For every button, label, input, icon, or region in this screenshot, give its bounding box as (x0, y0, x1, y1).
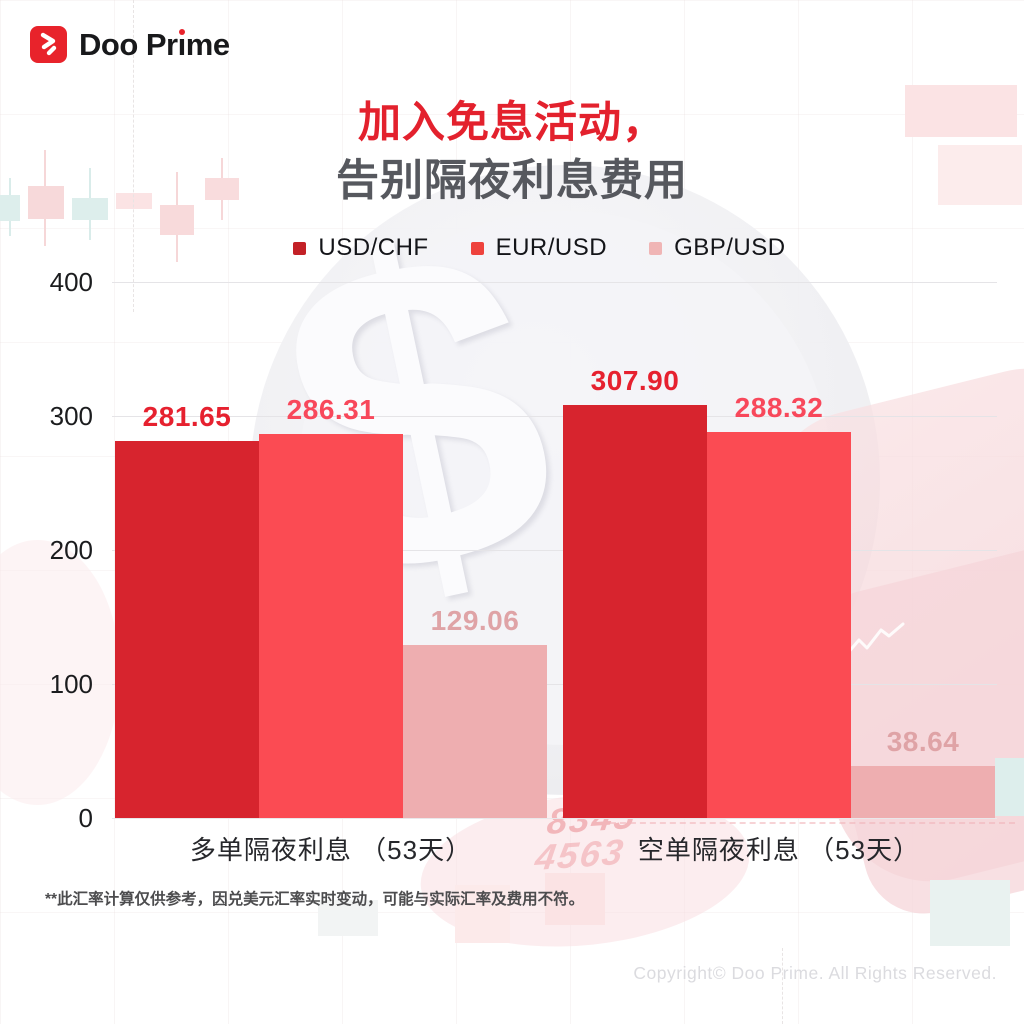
y-axis-tick: 400 (49, 267, 93, 297)
bar-value-label: 129.06 (430, 605, 520, 637)
legend-swatch-icon (470, 241, 484, 255)
y-axis-tick: 300 (49, 401, 93, 431)
bar-value-label: 281.65 (142, 400, 232, 432)
legend-item-gbpusd: GBP/USD (649, 234, 786, 262)
legend-label: USD/CHF (318, 234, 429, 261)
copyright-text: Copyright© Doo Prime. All Rights Reserve… (633, 963, 997, 983)
doo-prime-wordmark: Doo Prı me (79, 27, 230, 63)
x-axis-line (112, 818, 997, 819)
bar-gbp-usd: 129.06 (403, 605, 547, 818)
wordmark-i: ı (177, 26, 187, 63)
x-axis-label-short: 空单隔夜利息 （53天） (637, 835, 921, 865)
poster-title-line1: 加入免息活动， (358, 99, 666, 147)
doo-prime-logo: Doo Prı me (30, 26, 230, 63)
disclaimer-footnote: **此汇率计算仅供参考，因兑美元汇率实时变动，可能与实际汇率及费用不符。 (45, 891, 585, 908)
legend-item-eurusd: EUR/USD (470, 234, 608, 262)
legend-label: GBP/USD (674, 234, 786, 261)
chart-legend: USD/CHF EUR/USD GBP/USD (0, 234, 1024, 262)
y-axis-tick: 0 (78, 803, 93, 833)
bar-eur-usd: 286.31 (259, 394, 403, 818)
legend-item-usdchf: USD/CHF (293, 234, 428, 262)
wordmark-part: Doo Pr (79, 26, 178, 62)
wordmark-part: ı (177, 26, 187, 62)
bar-group-short-position: 307.90 288.32 38.64 (563, 282, 995, 818)
bar-value-label: 288.32 (734, 391, 824, 423)
bar-usd-chf: 307.90 (563, 365, 707, 818)
bar-gbp-usd: 38.64 (851, 726, 995, 818)
bar-eur-usd: 288.32 (707, 392, 851, 818)
legend-label: EUR/USD (495, 234, 608, 261)
legend-swatch-icon (649, 241, 663, 255)
bar-value-label: 38.64 (886, 726, 960, 758)
bar-value-label: 286.31 (286, 394, 376, 426)
x-axis-label-long: 多单隔夜利息 （53天） (189, 835, 473, 865)
legend-swatch-icon (293, 241, 307, 255)
y-axis-tick: 200 (49, 535, 93, 565)
poster-title-line2: 告别隔夜利息费用 (336, 157, 688, 205)
wordmark-part: me (185, 26, 230, 62)
bar-group-long-position: 281.65 286.31 129.06 (115, 282, 547, 818)
y-axis-tick: 100 (49, 669, 93, 699)
doo-prime-logo-icon (30, 26, 67, 63)
bar-usd-chf: 281.65 (115, 401, 259, 818)
red-dot-icon (178, 28, 185, 35)
